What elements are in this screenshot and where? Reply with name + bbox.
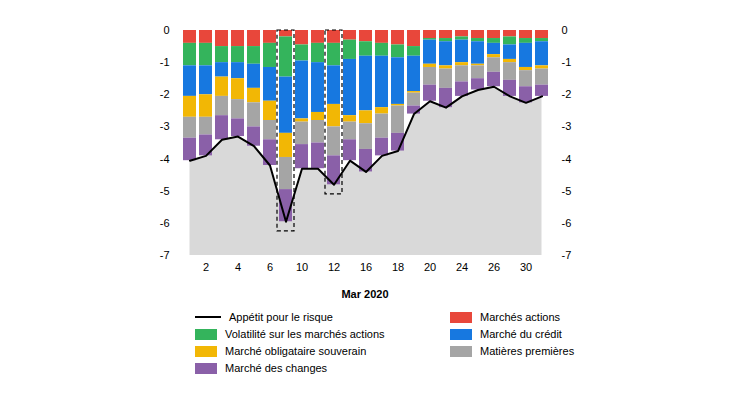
html-text:Marché obligataire souverain: Marché obligataire souverain xyxy=(225,345,367,357)
svg-text:16: 16 xyxy=(360,261,372,273)
svg-text:18: 18 xyxy=(392,261,404,273)
svg-text:-6: -6 xyxy=(160,217,170,229)
svg-text:-1: -1 xyxy=(160,56,170,68)
svg-text:-3: -3 xyxy=(160,120,170,132)
svg-text:-6: -6 xyxy=(562,217,572,229)
svg-text:-7: -7 xyxy=(562,249,572,261)
html-text:Marché du crédit: Marché du crédit xyxy=(480,328,562,340)
svg-text:26: 26 xyxy=(488,261,500,273)
svg-text:-5: -5 xyxy=(160,185,170,197)
html-text:Volatilité sur les marchés act: Volatilité sur les marchés actions xyxy=(225,328,385,340)
html-text:Marchés actions: Marchés actions xyxy=(480,311,561,323)
html-text:Marché des changes: Marché des changes xyxy=(225,362,328,374)
svg-text:20: 20 xyxy=(424,261,436,273)
svg-text:30: 30 xyxy=(520,261,532,273)
svg-text:-4: -4 xyxy=(562,153,572,165)
html-text:Mar 2020: Mar 2020 xyxy=(341,288,389,300)
svg-text:10: 10 xyxy=(296,261,308,273)
html-text:Appétit pour le risque: Appétit pour le risque xyxy=(229,311,333,323)
svg-text:-3: -3 xyxy=(562,120,572,132)
svg-text:0: 0 xyxy=(163,24,169,36)
html-text:Matières premières: Matières premières xyxy=(480,345,575,357)
svg-text:12: 12 xyxy=(328,261,340,273)
svg-text:-4: -4 xyxy=(160,153,170,165)
svg-text:4: 4 xyxy=(235,261,241,273)
svg-text:2: 2 xyxy=(203,261,209,273)
svg-text:-5: -5 xyxy=(562,185,572,197)
svg-text:-7: -7 xyxy=(160,249,170,261)
svg-text:-2: -2 xyxy=(160,88,170,100)
svg-text:24: 24 xyxy=(456,261,468,273)
svg-text:6: 6 xyxy=(267,261,273,273)
svg-text:-2: -2 xyxy=(562,88,572,100)
svg-text:-1: -1 xyxy=(562,56,572,68)
svg-text:0: 0 xyxy=(562,24,568,36)
